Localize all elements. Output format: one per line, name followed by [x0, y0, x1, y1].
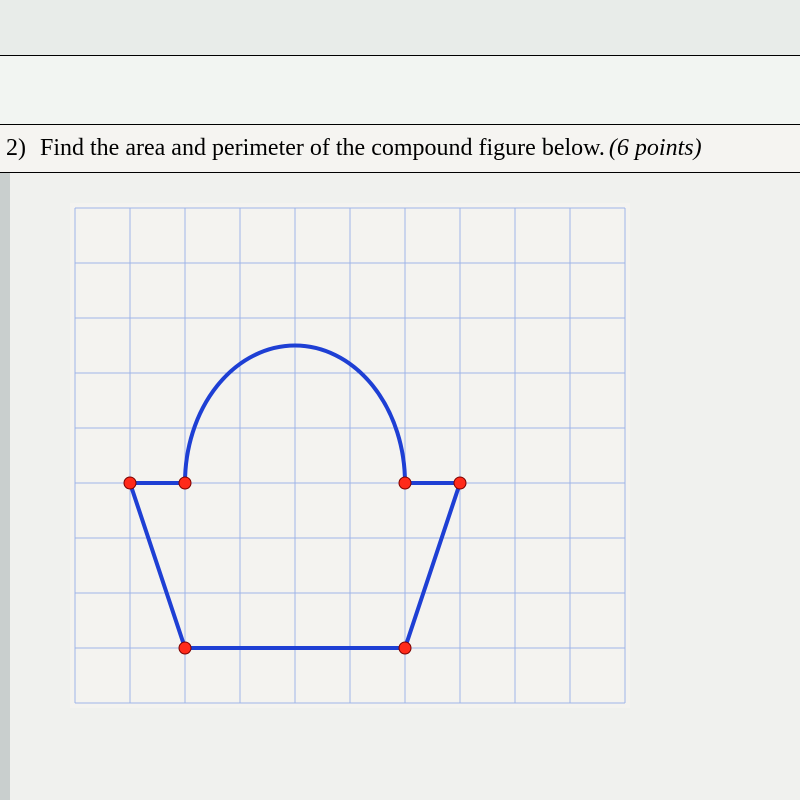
question-points: (6 points)	[609, 135, 702, 161]
horizontal-rule	[0, 55, 800, 56]
page-left-shadow	[0, 173, 10, 800]
question-text: Find the area and perimeter of the compo…	[40, 135, 605, 161]
figure-area	[0, 173, 800, 800]
question-row: 2) Find the area and perimeter of the co…	[0, 125, 800, 173]
grid-figure	[70, 203, 630, 713]
top-margin	[0, 55, 800, 125]
question-number: 2)	[6, 135, 36, 162]
compound-figure-svg	[70, 203, 630, 708]
